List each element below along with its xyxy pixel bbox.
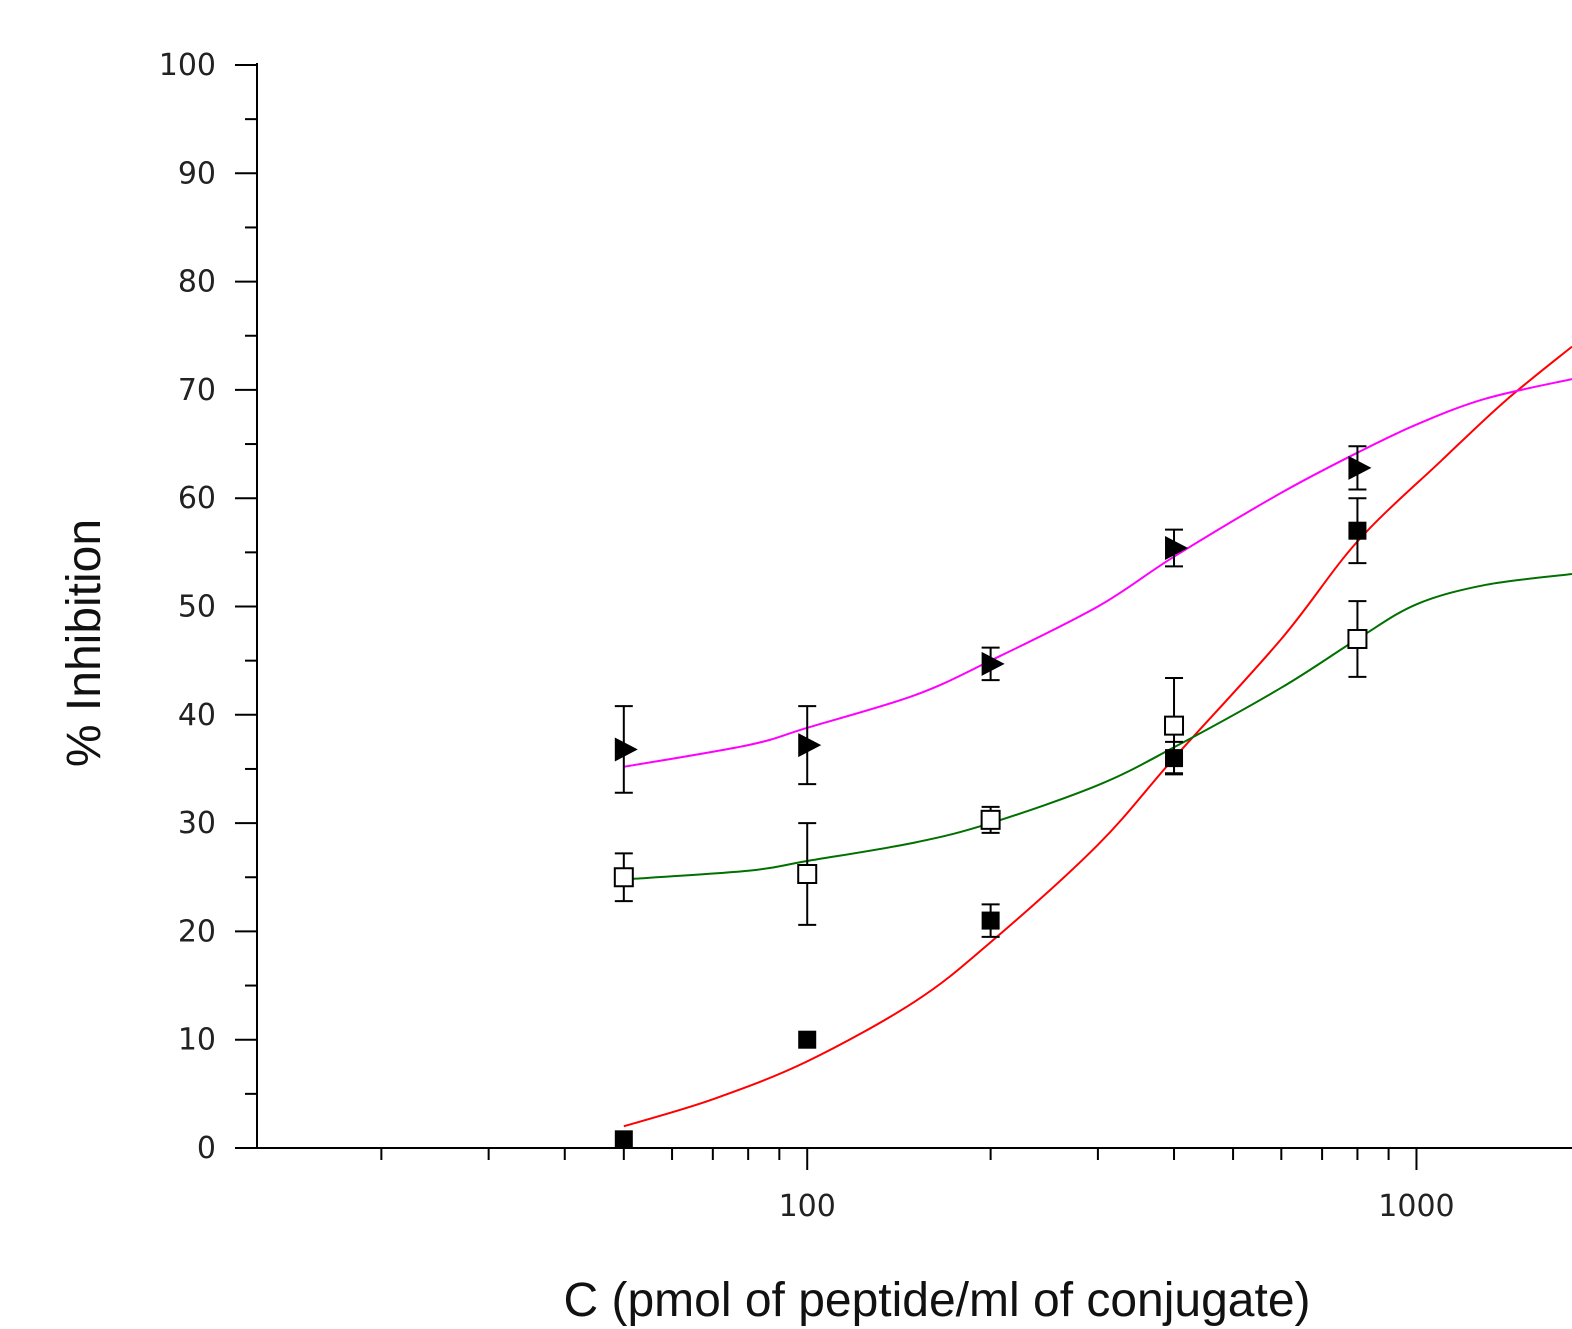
x-tick-label: 1000 bbox=[1378, 1189, 1454, 1224]
fit-curve-series-2 bbox=[623, 573, 1572, 881]
data-point-series-2 bbox=[797, 864, 818, 885]
data-point-series-2 bbox=[613, 867, 634, 888]
data-point-series-3 bbox=[614, 737, 638, 762]
y-tick-label: 80 bbox=[178, 265, 216, 300]
fit-curves bbox=[623, 345, 1572, 1128]
data-point-series-3 bbox=[981, 651, 1005, 676]
y-tick-label: 60 bbox=[178, 481, 216, 516]
y-tick-label: 100 bbox=[159, 48, 216, 83]
axes: 0 10 20 30 40 50 60 70 80 90 100 100 1000 bbox=[159, 48, 1572, 1224]
x-axis-label: C (pmol of peptide/ml of conjugate) bbox=[563, 1274, 1310, 1327]
y-tick-label: 70 bbox=[178, 373, 216, 408]
y-axis-label: % Inhibition bbox=[58, 519, 111, 767]
data-point-series-1 bbox=[798, 1030, 817, 1049]
y-tick-label: 50 bbox=[178, 590, 216, 625]
y-tick-label: 30 bbox=[178, 806, 216, 841]
y-tick-label: 20 bbox=[178, 914, 216, 949]
data-point-series-2 bbox=[1347, 628, 1368, 649]
data-point-series-3 bbox=[798, 733, 822, 758]
y-tick-label: 10 bbox=[178, 1023, 216, 1058]
data-point-series-1 bbox=[981, 911, 1000, 930]
data-point-series-3 bbox=[1165, 536, 1189, 561]
data-points bbox=[613, 445, 1372, 1149]
x-tick-label: 100 bbox=[779, 1189, 836, 1224]
data-point-series-2 bbox=[980, 809, 1001, 830]
y-tick-label: 40 bbox=[178, 698, 216, 733]
data-point-series-2 bbox=[1164, 715, 1185, 736]
y-tick-label: 90 bbox=[178, 156, 216, 191]
data-point-series-1 bbox=[1348, 521, 1367, 540]
fit-curve-series-1 bbox=[623, 345, 1572, 1128]
y-tick-label: 0 bbox=[197, 1131, 216, 1166]
data-point-series-1 bbox=[614, 1130, 633, 1149]
data-point-series-3 bbox=[1348, 455, 1372, 480]
fit-curve-series-3 bbox=[623, 378, 1572, 768]
